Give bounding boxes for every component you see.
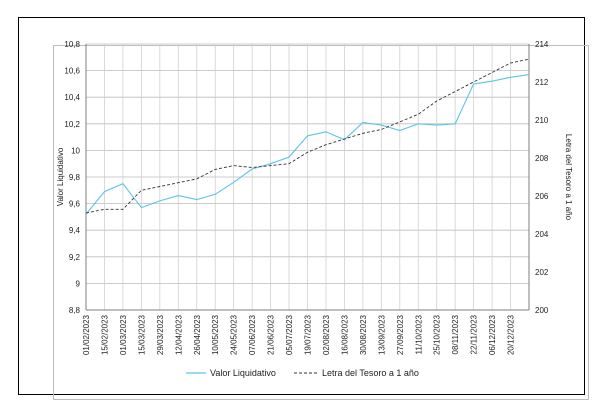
x-tick-label: 08/11/2023 — [451, 314, 460, 354]
y2-tick-label: 214 — [535, 40, 549, 49]
x-tick-label: 06/12/2023 — [488, 314, 497, 355]
y2-tick-label: 200 — [535, 306, 549, 315]
x-tick-label: 22/11/2023 — [470, 314, 479, 354]
x-tick-label: 26/04/2023 — [193, 314, 202, 355]
x-tick-label: 12/04/2023 — [174, 314, 183, 355]
x-tick-label: 11/10/2023 — [414, 314, 423, 354]
x-tick-label: 02/08/2023 — [322, 314, 331, 355]
y2-axis-title: Letra del Tesoro a 1 año — [564, 134, 573, 221]
y2-tick-label: 208 — [535, 154, 549, 163]
x-tick-label: 07/06/2023 — [248, 314, 257, 355]
y-tick-label: 9,4 — [69, 226, 81, 235]
x-tick-label: 19/07/2023 — [304, 314, 313, 355]
y-tick-label: 10,6 — [64, 67, 80, 76]
x-tick-label: 21/06/2023 — [267, 314, 276, 355]
y-axis-title: Valor Liquidativo — [56, 147, 65, 206]
x-tick-label: 05/07/2023 — [285, 314, 294, 355]
legend-label: Letra del Tesoro a 1 año — [322, 368, 419, 378]
y2-tick-label: 206 — [535, 192, 549, 201]
x-tick-label: 15/02/2023 — [100, 314, 109, 355]
x-tick-label: 13/09/2023 — [377, 314, 386, 355]
y-tick-label: 10,2 — [64, 120, 80, 129]
x-tick-label: 24/05/2023 — [230, 314, 239, 355]
legend-label: Valor Liquidativo — [210, 368, 276, 378]
x-tick-label: 20/12/2023 — [507, 314, 516, 355]
y2-tick-label: 204 — [535, 230, 549, 239]
y-tick-label: 9,6 — [69, 200, 81, 209]
y2-tick-label: 202 — [535, 268, 549, 277]
y2-tick-label: 212 — [535, 78, 549, 87]
y-tick-label: 8,8 — [69, 306, 81, 315]
y-tick-label: 9,2 — [69, 253, 81, 262]
series-line — [85, 74, 530, 215]
x-tick-label: 30/08/2023 — [359, 314, 368, 355]
series-line — [85, 58, 530, 214]
x-tick-label: 29/03/2023 — [156, 314, 165, 355]
x-tick-label: 16/08/2023 — [340, 314, 349, 355]
x-tick-label: 15/03/2023 — [137, 314, 146, 355]
x-tick-label: 01/02/2023 — [82, 314, 91, 355]
x-tick-label: 27/09/2023 — [396, 314, 405, 355]
x-tick-label: 25/10/2023 — [433, 314, 442, 355]
y-tick-label: 9,8 — [69, 173, 81, 182]
y-tick-label: 10 — [71, 146, 80, 155]
x-tick-label: 01/03/2023 — [119, 314, 128, 355]
x-tick-label: 10/05/2023 — [211, 314, 220, 355]
y-tick-label: 9 — [76, 279, 81, 288]
y2-tick-label: 210 — [535, 116, 549, 125]
y-tick-label: 10,8 — [64, 40, 80, 49]
y-tick-label: 10,4 — [64, 93, 80, 102]
